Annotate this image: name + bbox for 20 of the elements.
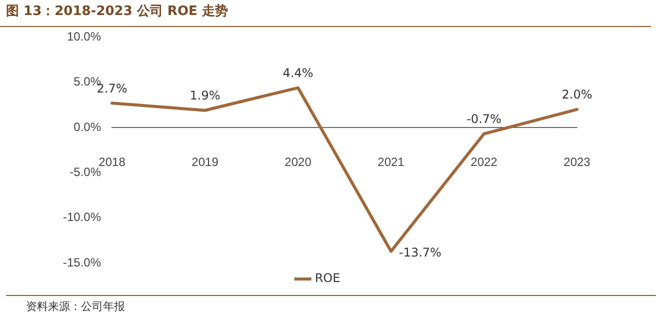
- legend-label: ROE: [314, 271, 340, 286]
- text: 资料来源：公司年报: [6, 295, 656, 318]
- x-tick-label: 2022: [470, 155, 498, 170]
- data-label: 2.0%: [562, 88, 592, 102]
- x-tick-label: 2021: [378, 155, 405, 170]
- data-label: -13.7%: [399, 245, 442, 260]
- x-tick-label: 2019: [192, 155, 219, 170]
- chart-title: 图 13：2018-2023 公司 ROE 走势: [0, 0, 651, 27]
- y-tick-label: 5.0%: [74, 74, 102, 89]
- y-tick-label: 0.0%: [74, 120, 102, 134]
- y-tick-label: -5.0%: [70, 164, 102, 179]
- data-label: 1.9%: [190, 88, 220, 102]
- x-tick-label: 2020: [284, 155, 312, 170]
- data-label: -0.7%: [466, 112, 502, 126]
- y-tick-label: 10.0%: [66, 30, 102, 44]
- x-tick-label: 2018: [98, 155, 126, 170]
- x-tick-label: 2023: [564, 155, 591, 170]
- y-tick-label: -10.0%: [62, 210, 102, 224]
- y-tick-label: -15.0%: [62, 255, 102, 270]
- data-label: 4.4%: [282, 66, 314, 80]
